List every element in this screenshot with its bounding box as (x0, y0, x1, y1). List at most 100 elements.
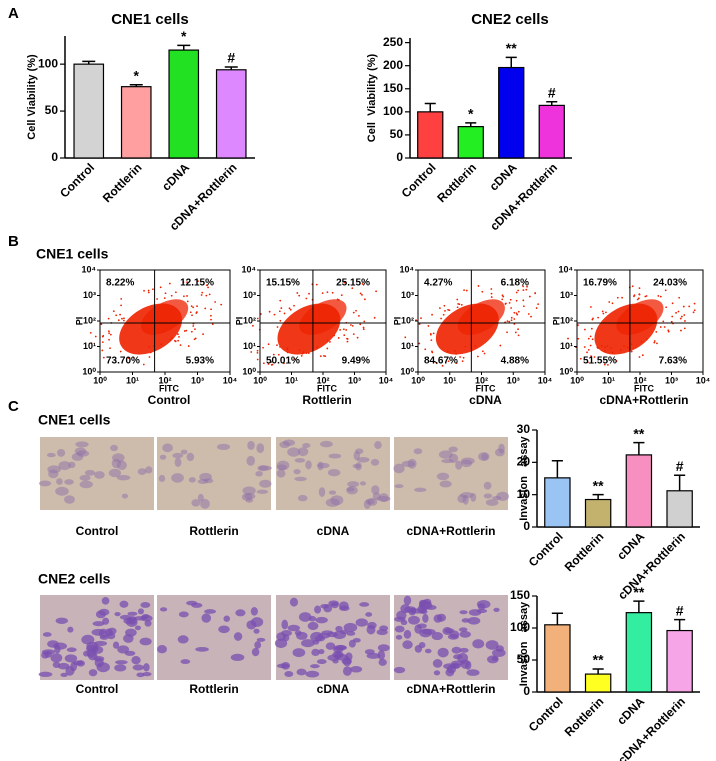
cell (72, 660, 84, 666)
cell-dot (205, 284, 208, 287)
significance-mark: * (181, 28, 187, 44)
cell-dot (208, 293, 211, 296)
cell-dot (693, 309, 696, 312)
cell-dot (656, 342, 658, 345)
cell-dot (296, 292, 299, 294)
cell-dot (604, 350, 606, 352)
cell (81, 634, 95, 645)
cell (79, 480, 93, 489)
cell-dot (490, 292, 493, 295)
cell-dot (513, 318, 516, 320)
cell (292, 648, 306, 658)
cell-dot (434, 361, 437, 363)
cell (128, 616, 137, 625)
cell (378, 658, 387, 666)
cell-dot (579, 357, 582, 360)
cell-dot (201, 291, 204, 294)
cell-dot (510, 316, 513, 319)
cell-dot (279, 319, 282, 322)
cell-dot (424, 348, 427, 351)
cell-dot (474, 345, 477, 348)
cell (289, 597, 299, 607)
cell-dot (514, 331, 517, 334)
quadrant-percent: 12.15% (180, 278, 214, 289)
y-tick-label: 10⁰ (559, 366, 573, 376)
quadrant-percent: 5.93% (186, 356, 214, 367)
error-bar (177, 44, 191, 51)
cell (365, 612, 373, 617)
cell (99, 635, 109, 640)
cell-dot (593, 356, 596, 358)
image-caption: Rottlerin (189, 524, 238, 538)
cell (140, 602, 151, 608)
cell (258, 465, 272, 471)
cell-dot (183, 295, 185, 298)
cell-dot (185, 329, 188, 332)
cell (48, 469, 59, 479)
cell (293, 469, 301, 475)
cell-dot (204, 307, 207, 310)
cell (281, 619, 289, 630)
cell (400, 619, 408, 626)
cell (137, 608, 144, 615)
cell (298, 612, 312, 622)
cell-dot (517, 328, 519, 331)
cell-dot (256, 351, 259, 354)
cell-dot (611, 302, 614, 305)
y-tick-label: 10⁴ (559, 264, 573, 274)
cell-dot (501, 298, 504, 301)
cell-dot (115, 314, 118, 317)
cell (125, 628, 137, 637)
cell (408, 607, 416, 616)
x-tick-label: Rottlerin (434, 160, 479, 205)
cell (372, 492, 381, 501)
cell-dot (664, 289, 667, 292)
cell (88, 669, 98, 677)
x-tick-label: 10¹ (285, 375, 298, 385)
bar (625, 454, 653, 528)
cell (333, 630, 347, 640)
cell-dot (431, 313, 433, 316)
cell-dot (283, 362, 285, 365)
cell-dot (210, 314, 212, 317)
y-axis-label: PI (551, 317, 561, 326)
cell-dot (214, 301, 217, 303)
cell (180, 449, 188, 455)
cell-dot (611, 351, 614, 354)
quadrant-percent: 16.79% (583, 278, 617, 289)
cell-dot (418, 342, 421, 345)
error-bar (424, 102, 436, 112)
cell (493, 607, 500, 613)
cell-dot (567, 337, 569, 340)
x-tick-label: 10³ (191, 375, 204, 385)
cell (359, 602, 370, 607)
cell (487, 655, 499, 664)
y-tick-label: 150 (383, 81, 403, 95)
cell (310, 664, 320, 669)
y-tick-label: 100 (38, 56, 58, 70)
cell-dot (430, 339, 433, 342)
x-tick-label: 10¹ (443, 375, 456, 385)
y-tick-label: 10⁴ (82, 264, 96, 274)
bar (498, 66, 525, 159)
x-tick-label: 10⁰ (411, 375, 425, 385)
cell (41, 649, 56, 655)
cell-dot (127, 357, 130, 360)
image-caption: cDNA (317, 682, 350, 696)
cell-dot (373, 316, 376, 319)
cell-dot (362, 326, 365, 329)
cell (38, 480, 52, 487)
cell-dot (490, 288, 493, 290)
y-axis-label: Cell Viability (%) (366, 53, 378, 142)
cell (448, 453, 459, 464)
cell-dot (659, 295, 662, 298)
cell (216, 443, 231, 450)
cell (436, 613, 447, 622)
cell-dot (279, 299, 282, 302)
cell-dot (460, 304, 463, 306)
cell-dot (179, 344, 182, 347)
cell (305, 670, 320, 678)
cell (251, 647, 260, 657)
chart-subtitle: cDNA (469, 393, 502, 407)
cell-dot (250, 351, 253, 353)
